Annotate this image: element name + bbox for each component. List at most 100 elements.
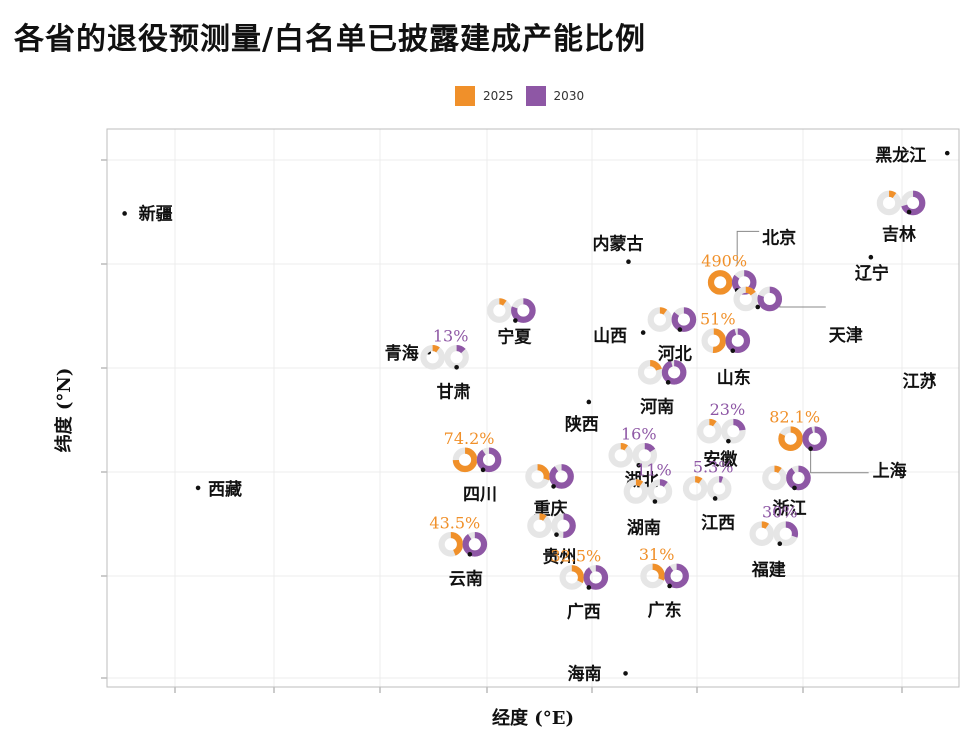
province-label: 宁夏: [497, 327, 532, 348]
province-2030-ring-fill: [583, 565, 609, 590]
province-2025-ring-fill: [647, 307, 673, 332]
province-2030-ring-fill: [725, 328, 751, 353]
province-dot: [712, 496, 718, 501]
province-9: 河北: [647, 307, 697, 365]
province-2025-ring-fill: [697, 418, 722, 444]
province-2025-ring-bg: [420, 344, 445, 370]
province-2025-ring-fill: [527, 513, 552, 538]
province-2025-ring-fill: [525, 464, 550, 489]
province-dot: [792, 485, 797, 491]
province-dot: [586, 585, 592, 590]
province-10: 490% 北京: [701, 227, 796, 295]
province-2025-ring-fill: [640, 563, 665, 589]
province-2025-ring-fill: [876, 190, 902, 216]
province-label: 西藏: [208, 480, 242, 500]
ratio-label: 31%: [639, 545, 675, 564]
province-15: 黑龙江: [875, 145, 950, 166]
province-2030-ring-fill: [549, 464, 574, 489]
province-11: 天津: [733, 286, 863, 346]
province-29: 31% 广东: [639, 545, 689, 621]
province-14: 吉林: [876, 190, 926, 245]
province-dot: [667, 583, 672, 589]
province-label: 广东: [648, 600, 682, 621]
province-dot: [122, 211, 127, 216]
province-label: 河南: [640, 396, 674, 417]
legend-swatch-2030: [525, 86, 546, 106]
legend-item-2025: 2025: [455, 86, 514, 106]
province-2030-ring-fill: [757, 286, 783, 312]
y-axis-title: 纬度 (°N): [53, 368, 75, 453]
province-23: 30% 福建: [749, 503, 799, 581]
province-dot: [665, 380, 671, 385]
plot-frame: [106, 128, 960, 688]
province-2030-ring-fill: [706, 476, 732, 501]
province-label: 山西: [593, 327, 627, 347]
province-1: 西藏: [195, 480, 242, 500]
province-2030-ring-fill: [786, 465, 811, 491]
province-2025-ring-fill: [749, 521, 775, 547]
ratio-label: 74.2%: [444, 429, 495, 448]
province-label: 北京: [762, 227, 796, 248]
province-label: 新疆: [139, 203, 173, 224]
province-2025-ring-fill: [559, 565, 585, 590]
province-2030-ring-fill: [462, 531, 488, 557]
province-2030-ring-fill: [551, 513, 576, 538]
ratio-label: 16%: [621, 424, 657, 443]
province-2025-ring-bg: [487, 298, 512, 323]
ratio-label: 5.3%: [693, 457, 734, 476]
province-2025-ring-fill: [682, 476, 708, 501]
province-label: 江西: [701, 513, 735, 533]
province-label: 青海: [385, 343, 419, 364]
province-2030-ring-fill: [511, 298, 536, 323]
province-20: 16%湖北: [608, 424, 659, 490]
leader-line: [810, 448, 869, 474]
province-2030-ring-fill: [476, 447, 502, 473]
ratio-label: 490%: [701, 251, 747, 270]
legend-label-2025: 2025: [483, 89, 514, 103]
province-30: 海南: [568, 663, 628, 684]
province-4: 宁夏: [487, 298, 536, 348]
province-2025-ring-fill: [762, 465, 787, 491]
province-2030-ring-fill: [661, 360, 687, 385]
legend-swatch-2025: [455, 86, 475, 106]
province-22: 5.3% 江西: [682, 457, 735, 533]
province-label: 广西: [567, 601, 601, 622]
province-label: 山东: [717, 368, 751, 389]
province-label: 辽宁: [855, 263, 889, 284]
ratio-label: 13%: [433, 326, 469, 345]
province-label: 云南: [449, 568, 483, 589]
ratio-label: 51%: [700, 310, 736, 329]
province-dot: [906, 209, 912, 215]
province-dot: [480, 467, 486, 473]
province-18: 82.1% 上海: [769, 408, 906, 482]
province-19: 浙江: [762, 465, 811, 519]
province-28: 32.5% 广西: [550, 546, 609, 622]
province-dot: [195, 485, 201, 491]
province-8: 河南: [637, 360, 687, 417]
province-dot: [554, 532, 559, 537]
province-2025-ring-fill: [701, 328, 727, 353]
province-2030-ring-fill: [632, 443, 658, 468]
province-dot: [726, 438, 731, 444]
province-dot: [808, 446, 813, 452]
province-label: 贵州: [543, 547, 577, 568]
province-label: 江苏: [903, 371, 937, 392]
province-25: 重庆: [525, 464, 574, 519]
province-2025-ring-bg: [876, 190, 902, 216]
province-2030-ring-fill: [773, 521, 799, 547]
province-dot: [930, 375, 935, 381]
chart-title: 各省的退役预测量/白名单已披露建成产能比例: [14, 22, 646, 57]
province-2030-ring-fill: [802, 426, 827, 452]
province-dot: [467, 551, 473, 557]
province-2030-ring-fill: [664, 563, 689, 589]
province-27: 43.5% 云南: [429, 513, 488, 589]
ratio-label: 32.5%: [550, 546, 601, 565]
province-0: 新疆: [122, 203, 173, 224]
province-6: 山西: [593, 327, 646, 347]
ratio-label: 82.1%: [769, 408, 820, 427]
province-2025-ring-fill: [452, 447, 478, 473]
province-label: 黑龙江: [875, 145, 926, 166]
province-26: 贵州: [527, 513, 577, 568]
province-2030-ring-fill: [444, 344, 469, 370]
